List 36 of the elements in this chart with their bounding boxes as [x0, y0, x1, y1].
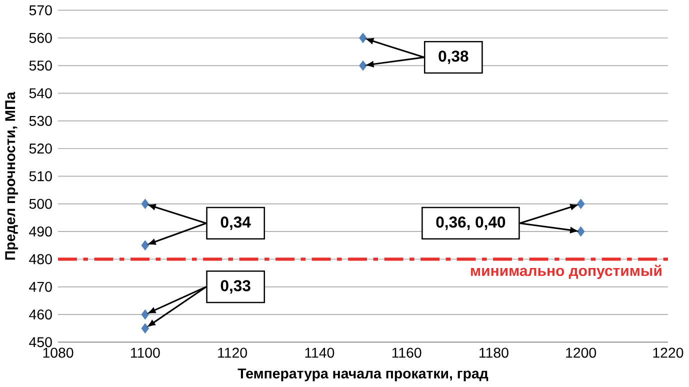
x-tick-label: 1100 [130, 348, 160, 358]
y-tick-label: 530 [29, 116, 52, 126]
y-tick-label: 550 [29, 60, 52, 71]
y-axis-title: Предел прочности, МПа [5, 92, 18, 260]
y-tick-label: 470 [29, 282, 52, 292]
y-tick-label: 460 [29, 310, 52, 320]
y-tick-label: 570 [29, 5, 52, 16]
x-tick-label: 1220 [653, 348, 684, 358]
y-tick-label: 500 [29, 199, 52, 210]
x-axis-title: Температура начала прокатки, град [238, 368, 488, 382]
y-tick-label: 480 [29, 254, 52, 264]
annotation: 0,33 [220, 280, 250, 294]
x-tick-label: 1200 [566, 348, 596, 358]
point [359, 33, 367, 44]
point [576, 226, 585, 237]
x-tick-label: 1080 [43, 348, 74, 358]
point [141, 310, 150, 320]
y-tick-label: 510 [29, 171, 52, 182]
y-tick-label: 560 [29, 33, 52, 44]
y-tick-label: 520 [29, 144, 52, 154]
y-tick-label: 450 [29, 337, 52, 348]
x-tick-label: 1160 [392, 348, 422, 358]
point [141, 199, 150, 210]
x-tick-label: 1140 [305, 348, 334, 358]
x-tick-label: 1120 [218, 348, 247, 358]
annotation: 0,36, 0,40 [436, 216, 506, 230]
point [141, 240, 150, 251]
point [576, 199, 585, 210]
x-tick-label: 1180 [480, 348, 508, 358]
point [141, 324, 150, 334]
point [359, 60, 367, 71]
y-tick-label: 490 [29, 226, 52, 237]
annotation: 0,34 [220, 216, 251, 230]
annotation: 0,38 [438, 50, 468, 64]
ref-line-label: минимально допустимый [471, 264, 662, 280]
y-tick-label: 540 [29, 88, 52, 98]
